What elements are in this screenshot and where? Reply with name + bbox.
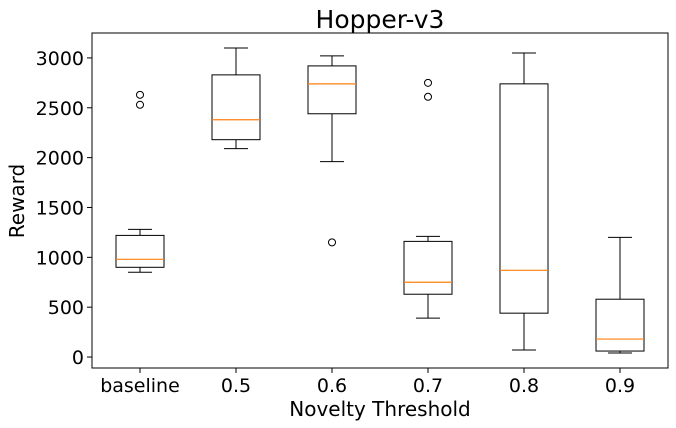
x-tick-label: 0.9 <box>605 375 635 397</box>
box-iqr <box>499 83 549 314</box>
box-group <box>499 52 549 351</box>
y-tick-label: 500 <box>48 297 84 319</box>
outlier-point <box>136 100 144 109</box>
x-axis-label: Novelty Threshold <box>289 397 471 421</box>
plot-frame <box>91 32 669 369</box>
box-iqr <box>403 240 453 295</box>
box-group <box>211 47 261 150</box>
x-tick-label: 0.8 <box>509 375 539 397</box>
y-tick-label: 1000 <box>36 247 84 269</box>
y-tick-label: 2000 <box>36 148 84 170</box>
outlier-point <box>424 78 432 87</box>
x-tick-label: 0.5 <box>221 375 251 397</box>
plot-area <box>91 32 669 369</box>
box-group <box>115 90 165 273</box>
y-axis-label: Reward <box>5 164 29 238</box>
chart-title: Hopper-v3 <box>316 5 445 34</box>
box-iqr <box>307 65 357 115</box>
outlier-point <box>136 90 144 99</box>
x-tick-label: 0.6 <box>317 375 347 397</box>
x-tick-label: 0.7 <box>413 375 443 397</box>
y-tick-label: 1500 <box>36 197 84 219</box>
box-iqr <box>115 234 165 268</box>
box-iqr <box>595 298 645 352</box>
outlier-point <box>328 238 336 247</box>
y-tick-label: 3000 <box>36 48 84 70</box>
y-axis: 0 500 1000 1500 2000 2500 3000 <box>36 48 92 369</box>
box-iqr <box>211 74 261 141</box>
y-tick-label: 0 <box>72 347 84 369</box>
y-tick-label: 2500 <box>36 98 84 120</box>
box-group <box>307 55 357 247</box>
x-tick-label: baseline <box>100 375 180 397</box>
outlier-point <box>424 92 432 101</box>
box-group <box>595 236 645 354</box>
box-group <box>403 78 453 319</box>
x-axis: baseline 0.5 0.6 0.7 0.8 0.9 <box>100 368 635 397</box>
